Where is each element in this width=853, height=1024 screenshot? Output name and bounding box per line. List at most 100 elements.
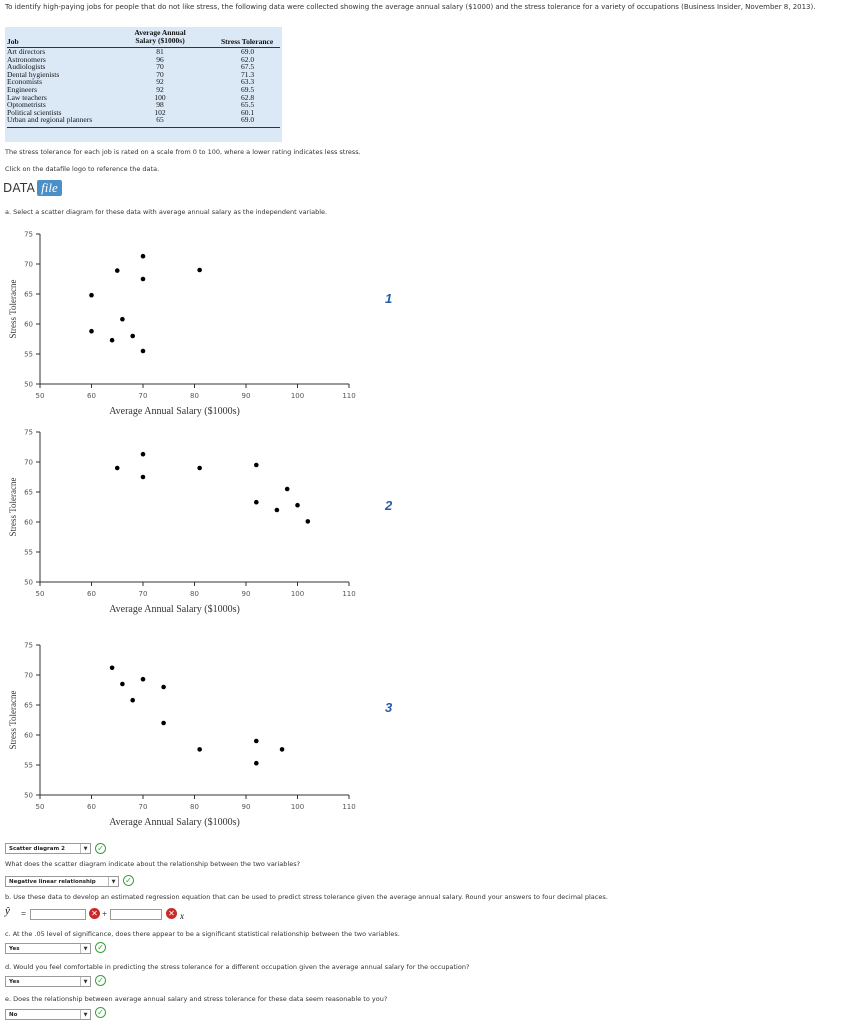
table-cell-job: Economists (7, 77, 42, 87)
y-tick-label: 70 (24, 261, 33, 269)
prediction-select[interactable]: Yes ▼ (5, 976, 91, 987)
data-point (253, 499, 259, 505)
table-cell-salary: 92 (156, 77, 164, 87)
table-cell-stress: 69.0 (241, 115, 255, 125)
table-cell-job: Law teachers (7, 92, 47, 102)
table-header-rule (7, 47, 280, 48)
x-tick-label: 50 (36, 803, 45, 811)
intro-text: To identify high-paying jobs for people … (5, 3, 816, 11)
reasonable-select[interactable]: No ▼ (5, 1009, 91, 1020)
check-circle-icon: ✓ (123, 875, 134, 886)
table-cell-stress: 65.5 (241, 100, 255, 110)
y-tick-label: 65 (24, 489, 33, 497)
prediction-value: Yes (9, 978, 20, 985)
data-point (197, 465, 202, 471)
data-point (140, 253, 146, 259)
slope-input[interactable] (110, 909, 162, 920)
table-cell-stress: 67.5 (241, 62, 255, 72)
x-circle-icon: ✕ (166, 908, 177, 919)
y-tick-label: 55 (24, 351, 33, 359)
data-point (295, 502, 300, 508)
table-cell-salary: 70 (156, 69, 164, 79)
significance-value: Yes (9, 945, 20, 952)
x-tick-label: 100 (291, 590, 304, 598)
intercept-input[interactable] (30, 909, 86, 920)
y-tick-label: 65 (24, 291, 33, 299)
data-point (140, 676, 146, 682)
salary-column: 81 96 70 70 92 92 100 98 102 65 (129, 48, 191, 124)
triangle-down-icon[interactable]: ▼ (108, 877, 118, 886)
table-cell-job: Political scientists (7, 107, 62, 117)
data-point (140, 276, 146, 282)
scatter-diagram-select[interactable]: Scatter diagram 2 ▼ (5, 843, 91, 854)
table-cell-stress: 62.0 (241, 54, 255, 64)
data-point (89, 328, 94, 334)
table-cell-stress: 63.3 (241, 77, 255, 87)
x-tick-label: 110 (342, 803, 355, 811)
data-table: Job Average Annual Salary ($1000s) Stres… (5, 27, 282, 142)
check-circle-icon: ✓ (95, 975, 106, 986)
plot-label-1: 1 (385, 291, 393, 306)
table-cell-salary: 98 (156, 100, 164, 110)
y-tick-label: 60 (24, 732, 33, 740)
data-point (197, 267, 202, 273)
question-relationship: What does the scatter diagram indicate a… (5, 860, 301, 868)
datafile-logo[interactable]: DATA file (3, 179, 62, 197)
y-tick-label: 75 (24, 429, 33, 437)
data-point (109, 665, 115, 671)
x-tick-label: 80 (190, 590, 199, 598)
plot-label-2: 2 (385, 498, 393, 513)
data-point (274, 507, 280, 513)
data-point (140, 474, 146, 480)
data-point (114, 268, 120, 273)
y-tick-label: 70 (24, 459, 33, 467)
table-cell-stress: 71.3 (241, 69, 255, 79)
scatter-plot-1[interactable]: 50 55 60 65 70 75 50 60 70 80 90 100 110 Average Annu… (0, 222, 430, 420)
x-tick-label: 90 (242, 590, 251, 598)
x-tick-label: 60 (87, 392, 96, 400)
x-tick-label: 80 (190, 803, 199, 811)
x-tick-label: 50 (36, 590, 45, 598)
triangle-down-icon[interactable]: ▼ (80, 844, 90, 853)
col-header-salary-2: Salary ($1000s) (135, 36, 185, 45)
scatter-plot-3[interactable]: 50 55 60 65 70 75 50 60 70 80 90 100 110 Average Annu… (0, 633, 430, 833)
x-circle-icon: ✕ (89, 908, 100, 919)
x-tick-label: 100 (291, 803, 304, 811)
y-tick-label: 75 (24, 642, 33, 650)
data-point (140, 348, 146, 354)
table-cell-job: Audiologists (7, 62, 46, 72)
data-point (114, 465, 120, 471)
triangle-down-icon[interactable]: ▼ (80, 977, 90, 986)
data-point (120, 681, 125, 687)
data-point (305, 519, 311, 524)
stress-column: 69.0 62.0 67.5 71.3 63.3 69.5 62.8 65.5 60.1 69.0 (241, 48, 254, 124)
data-point (161, 720, 166, 726)
table-cell-stress: 60.1 (241, 107, 255, 117)
data-point (253, 462, 259, 468)
table-cell-salary: 102 (154, 107, 166, 117)
question-b: b. Use these data to develop an estimate… (5, 893, 608, 901)
scatter-svg-2: 50 55 60 65 70 75 50 60 70 80 90 100 110 Average Annu… (8, 429, 356, 616)
data-point (109, 337, 115, 343)
data-point (120, 316, 125, 322)
data-point (279, 747, 285, 752)
x-tick-label: 90 (242, 392, 251, 400)
triangle-down-icon[interactable]: ▼ (80, 944, 90, 953)
relationship-select[interactable]: Negative linear relationship ▼ (5, 876, 119, 887)
x-tick-label: 100 (291, 392, 304, 400)
y-tick-label: 65 (24, 702, 33, 710)
job-column: Art directors Astronomers Audiologists Dent… (7, 48, 92, 124)
table-cell-stress: 69.5 (241, 84, 255, 94)
col-header-stress: Stress Tolerance (221, 37, 274, 46)
significance-select[interactable]: Yes ▼ (5, 943, 91, 954)
triangle-down-icon[interactable]: ▼ (80, 1010, 90, 1019)
scatter-svg-3: 50 55 60 65 70 75 50 60 70 80 90 100 110 Average Annu… (8, 642, 356, 829)
y-axis-label: Stress Toleracne (8, 691, 18, 750)
scatter-plot-2[interactable]: 50 55 60 65 70 75 50 60 70 80 90 100 110 Average Annu… (0, 420, 430, 618)
file-icon[interactable]: file (37, 180, 62, 196)
table-cell-job: Dental hygienists (7, 69, 60, 79)
scatter-diagram-value: Scatter diagram 2 (9, 845, 65, 852)
table-cell-salary: 65 (156, 115, 164, 125)
x-tick-label: 90 (242, 803, 251, 811)
reasonable-value: No (9, 1011, 18, 1018)
